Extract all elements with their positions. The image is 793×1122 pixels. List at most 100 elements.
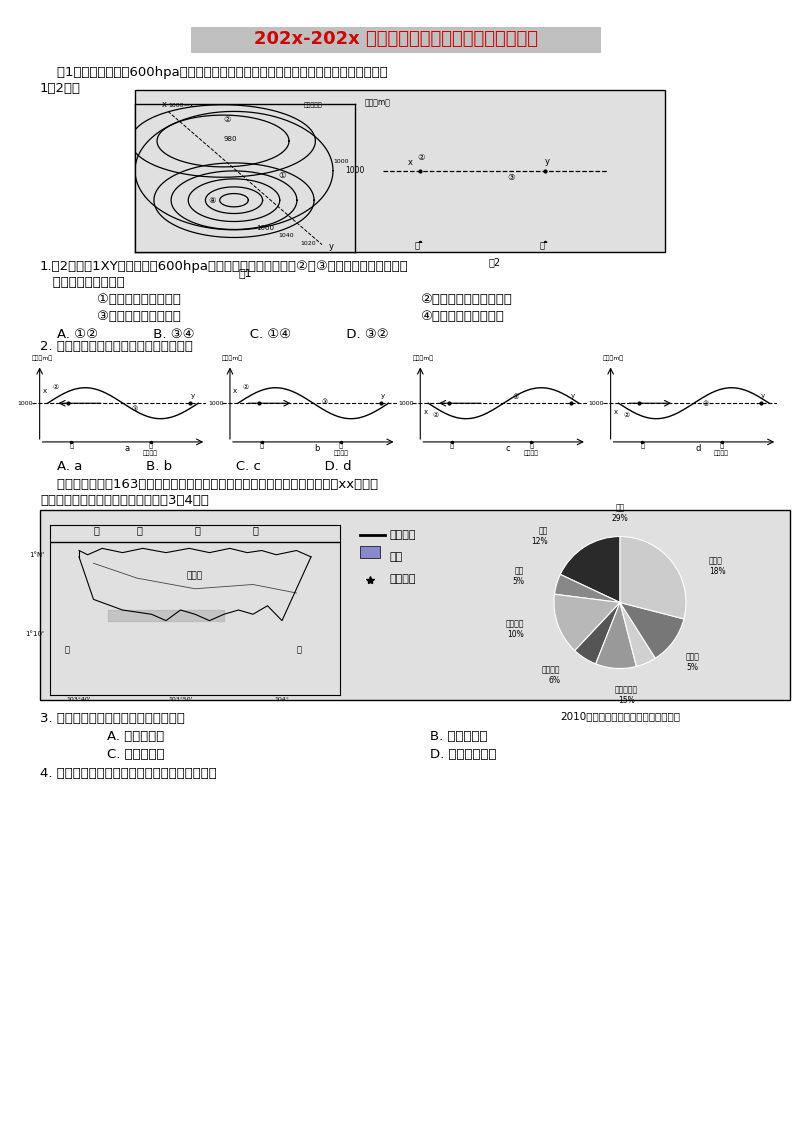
Text: 乙: 乙 [540, 241, 545, 250]
Text: 103°40': 103°40' [67, 698, 91, 702]
Text: y: y [761, 393, 765, 398]
Text: 交通通信
10%: 交通通信 10% [506, 619, 524, 638]
Text: 1060: 1060 [256, 224, 274, 231]
Text: 商业
12%: 商业 12% [531, 527, 547, 546]
Text: 高程（m）: 高程（m） [603, 356, 624, 361]
Text: 亚: 亚 [253, 525, 259, 535]
Text: 103°50': 103°50' [168, 698, 193, 702]
Text: x: x [162, 100, 167, 109]
Text: 龙: 龙 [297, 645, 301, 654]
Text: 乙: 乙 [719, 442, 724, 449]
Text: 1020: 1020 [300, 240, 316, 246]
Text: 西: 西 [195, 525, 201, 535]
Text: 坡主要行业人数构造图。读图，完成3～4题。: 坡主要行业人数构造图。读图，完成3～4题。 [40, 494, 209, 507]
Bar [191, 27, 601, 53]
Text: b: b [315, 444, 320, 453]
Text: c: c [505, 444, 510, 453]
Text: 4. 以下关于新加坡经济状况的说法正确的选项是: 4. 以下关于新加坡经济状况的说法正确的选项是 [40, 767, 216, 780]
Text: 1°10': 1°10' [25, 631, 44, 636]
Text: 印: 印 [64, 645, 70, 654]
Text: 甲: 甲 [415, 241, 420, 250]
Text: 甲: 甲 [259, 442, 264, 449]
Text: 1000: 1000 [208, 401, 224, 406]
Text: 高程（m）: 高程（m） [365, 99, 391, 108]
Text: ①气温：甲地大于乙地: ①气温：甲地大于乙地 [80, 293, 181, 306]
Text: x: x [233, 388, 237, 394]
Text: y: y [328, 242, 334, 251]
Text: ②气压：甲地小于乙地。: ②气压：甲地小于乙地。 [420, 293, 511, 306]
Text: 1～2题。: 1～2题。 [40, 82, 81, 95]
Text: 图1是北半球某区域600hpa等压面空间分布图，图中数值是等压面海拔高度，读图完成: 图1是北半球某区域600hpa等压面空间分布图，图中数值是等压面海拔高度，读图完… [40, 66, 388, 79]
Text: a: a [125, 444, 129, 453]
Text: ③: ③ [132, 406, 138, 413]
Text: d: d [695, 444, 700, 453]
Text: ①: ① [278, 171, 285, 180]
Bar [135, 90, 665, 252]
Text: 其他
29%: 其他 29% [611, 504, 628, 523]
Text: y: y [571, 393, 575, 398]
Text: 1000: 1000 [17, 401, 33, 406]
Text: 1000: 1000 [333, 159, 348, 164]
Bar [360, 546, 380, 558]
Text: 图1: 图1 [238, 268, 252, 278]
Text: 餐饮住宿
6%: 餐饮住宿 6% [542, 665, 561, 684]
Text: 金融
5%: 金融 5% [512, 567, 524, 586]
Text: B. 多寒潮灾害: B. 多寒潮灾害 [430, 730, 488, 743]
Wedge shape [620, 603, 684, 659]
Text: y: y [381, 393, 385, 398]
Text: 1040: 1040 [278, 233, 293, 238]
Text: 1°N': 1°N' [29, 552, 44, 558]
Text: D. 沿海土地变戾: D. 沿海土地变戾 [430, 748, 496, 761]
Text: 建筑业
5%: 建筑业 5% [686, 652, 700, 672]
Text: x: x [423, 408, 427, 415]
Text: 202x-202x 年高二下学期期末试题文综地理试卷: 202x-202x 年高二下学期期末试题文综地理试卷 [254, 30, 538, 48]
Text: 2010年新加坡主要行业就业人数结构图: 2010年新加坡主要行业就业人数结构图 [560, 711, 680, 721]
Text: x: x [43, 388, 47, 394]
Text: ②: ② [433, 412, 439, 419]
Text: ⑧: ⑧ [209, 195, 216, 204]
Text: 新加坡: 新加坡 [187, 571, 203, 580]
Wedge shape [561, 536, 620, 603]
Wedge shape [620, 536, 686, 619]
Text: 批发与零售
15%: 批发与零售 15% [615, 686, 638, 705]
Text: 高程（m）: 高程（m） [412, 356, 434, 361]
Wedge shape [596, 603, 637, 669]
Text: x: x [614, 408, 618, 415]
Text: 甲: 甲 [640, 442, 645, 449]
Text: 新加坡最高海拔163米，左以下图是新加坡高速公路和水体略图，右以下图是xx年新加: 新加坡最高海拔163米，左以下图是新加坡高速公路和水体略图，右以下图是xx年新加 [40, 478, 378, 491]
Text: 地的气温和气压差异: 地的气温和气压差异 [40, 276, 125, 289]
Text: 高程（m）: 高程（m） [32, 356, 53, 361]
Text: 水体: 水体 [390, 552, 404, 562]
Text: x: x [408, 158, 412, 167]
Text: 1000: 1000 [346, 166, 365, 175]
Text: ②: ② [417, 153, 425, 162]
Text: 乙: 乙 [148, 442, 153, 449]
Bar [40, 511, 790, 700]
Text: 高程（m）: 高程（m） [222, 356, 243, 361]
Text: 980: 980 [223, 136, 236, 142]
Text: 制造业
18%: 制造业 18% [709, 557, 726, 576]
Text: A. 多台风灾害: A. 多台风灾害 [90, 730, 164, 743]
Text: 1000: 1000 [588, 401, 604, 406]
Text: 水平距离: 水平距离 [334, 450, 348, 456]
Text: y: y [190, 393, 194, 398]
Text: 水平距离: 水平距离 [714, 450, 729, 456]
Wedge shape [554, 595, 620, 651]
Text: ③: ③ [703, 402, 709, 407]
Text: 104°: 104° [274, 698, 289, 702]
Text: 水平距离: 水平距离 [524, 450, 538, 456]
Text: 甲: 甲 [450, 442, 454, 449]
Text: A. ①②             B. ③④             C. ①④             D. ③②: A. ①② B. ③④ C. ①④ D. ③② [40, 328, 389, 341]
Text: 3. 近年来，新加坡面临的的主要问题是: 3. 近年来，新加坡面临的的主要问题是 [40, 712, 185, 725]
Wedge shape [620, 603, 655, 666]
Text: 乙: 乙 [339, 442, 343, 449]
Text: 单位：海拔: 单位：海拔 [303, 102, 322, 108]
Text: 1000—x: 1000—x [168, 103, 193, 108]
Text: 1.图2是沿图1XY方向面出的600hpa等压面剖面图。比拟图中②、③对应的近地面甲、乙两: 1.图2是沿图1XY方向面出的600hpa等压面剖面图。比拟图中②、③对应的近地… [40, 260, 408, 273]
Text: 甲: 甲 [69, 442, 74, 449]
Text: 高速公路: 高速公路 [390, 530, 416, 540]
Text: ④气压：甲地大于乙地: ④气压：甲地大于乙地 [420, 310, 504, 323]
Text: 马: 马 [94, 525, 99, 535]
Text: ③: ③ [512, 394, 519, 399]
Text: 来: 来 [137, 525, 143, 535]
